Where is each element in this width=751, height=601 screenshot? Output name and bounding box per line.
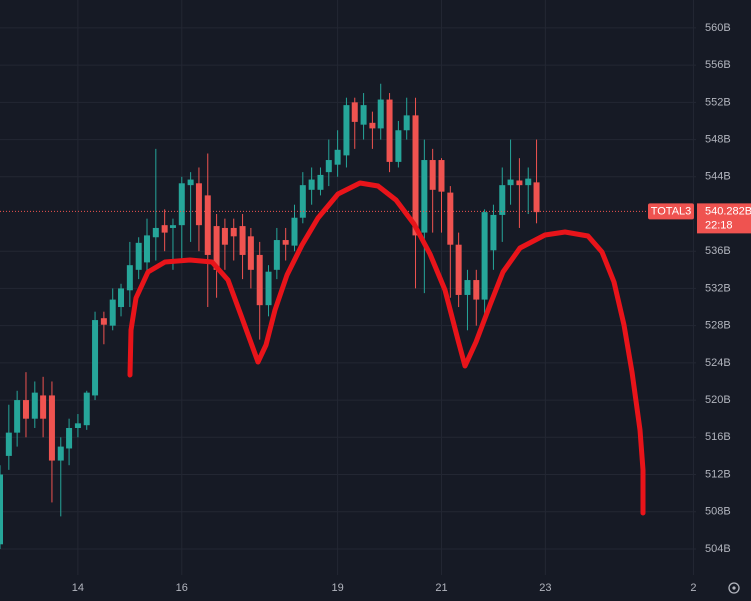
candle-body xyxy=(291,217,298,246)
y-tick-label: 552B xyxy=(705,96,731,108)
candle-body xyxy=(507,179,514,186)
candle-body xyxy=(213,226,220,270)
candle-body xyxy=(421,160,428,233)
candle-body xyxy=(343,105,350,156)
candle-body xyxy=(247,236,254,270)
candle-body xyxy=(83,392,90,426)
candle-body xyxy=(299,185,306,218)
candles xyxy=(0,83,696,549)
candle-body xyxy=(481,212,488,300)
settings-gear-center[interactable] xyxy=(732,586,736,590)
settings-icon[interactable] xyxy=(728,582,740,594)
candle-body xyxy=(161,225,168,233)
price-label-box xyxy=(697,203,751,234)
candle-body xyxy=(473,280,480,300)
candle-body xyxy=(126,265,133,291)
x-tick-label: 2 xyxy=(690,582,696,594)
candle-body xyxy=(386,99,393,162)
candle-body xyxy=(152,227,159,238)
candle-body xyxy=(325,160,332,173)
y-tick-label: 536B xyxy=(705,245,731,257)
candle-body xyxy=(239,226,246,255)
candle-body xyxy=(490,214,497,251)
candle-body xyxy=(178,183,185,226)
candle-body xyxy=(516,180,523,186)
hand-drawn-annotation xyxy=(127,180,646,516)
candle-body xyxy=(369,122,376,129)
candle-body xyxy=(533,182,540,213)
x-tick-label: 14 xyxy=(72,582,84,594)
x-tick-label: 19 xyxy=(331,582,343,594)
candle-body xyxy=(195,183,202,226)
candle-body xyxy=(14,400,21,433)
x-tick-label: 23 xyxy=(539,582,551,594)
candle-body xyxy=(403,115,410,131)
candle-body xyxy=(230,227,237,237)
candle-body xyxy=(92,320,99,396)
candle-body xyxy=(334,149,341,165)
candle-body xyxy=(22,400,29,419)
candle-body xyxy=(395,130,402,162)
price-time-label: 22:18 xyxy=(705,219,733,231)
candle-body xyxy=(221,227,228,245)
y-tick-label: 548B xyxy=(705,133,731,145)
price-label: 540.282B xyxy=(705,205,751,217)
symbol-label: TOTAL3 xyxy=(651,205,692,217)
grid xyxy=(0,0,696,575)
x-tick-label: 21 xyxy=(435,582,447,594)
symbol-label-box xyxy=(648,203,694,220)
candle-body xyxy=(360,105,367,125)
candle-body xyxy=(351,102,358,122)
y-tick-label: 528B xyxy=(705,320,731,332)
candle-body xyxy=(256,254,263,306)
candle-body xyxy=(135,242,142,270)
candle-body xyxy=(74,423,81,428)
y-tick-label: 560B xyxy=(705,22,731,34)
candle-body xyxy=(40,395,47,419)
y-tick-label: 524B xyxy=(705,357,731,369)
candle-body xyxy=(273,240,280,270)
y-tick-label: 516B xyxy=(705,431,731,443)
y-tick-label: 512B xyxy=(705,468,731,480)
axes: 504B 508B 512B 516B 520B 524B 528B 532B 536B 544B… xyxy=(72,22,751,594)
candle-body xyxy=(48,395,55,461)
candle-body xyxy=(5,432,12,456)
candle-body xyxy=(377,99,384,129)
candle-body xyxy=(317,174,324,190)
y-tick-label: 556B xyxy=(705,59,731,71)
candle-body xyxy=(100,318,107,325)
candle-body xyxy=(265,271,272,306)
x-tick-label: 16 xyxy=(176,582,188,594)
candle-body xyxy=(31,392,38,419)
y-tick-label: 520B xyxy=(705,394,731,406)
candle-body xyxy=(438,160,445,192)
candle-body xyxy=(447,192,454,245)
candle-body xyxy=(525,178,532,186)
settings-gear[interactable] xyxy=(728,582,740,594)
y-tick-label: 544B xyxy=(705,171,731,183)
candle-body xyxy=(143,235,150,263)
y-tick-label: 504B xyxy=(705,543,731,555)
y-tick-label: 532B xyxy=(705,282,731,294)
candle-body xyxy=(0,474,3,545)
y-tick-label: 508B xyxy=(705,506,731,518)
candle-body xyxy=(66,427,73,449)
candle-body xyxy=(169,225,176,228)
candle-body xyxy=(204,195,211,255)
candle-body xyxy=(109,299,116,326)
candle-body xyxy=(308,179,315,190)
candle-body xyxy=(455,244,462,295)
candle-body xyxy=(429,160,436,190)
candle-body xyxy=(118,288,125,308)
candle-body xyxy=(412,115,419,236)
candle-body xyxy=(499,185,506,215)
candle-body xyxy=(464,280,471,295)
candle-body xyxy=(282,240,289,245)
candle-body xyxy=(187,179,194,186)
candle-body xyxy=(57,446,64,461)
